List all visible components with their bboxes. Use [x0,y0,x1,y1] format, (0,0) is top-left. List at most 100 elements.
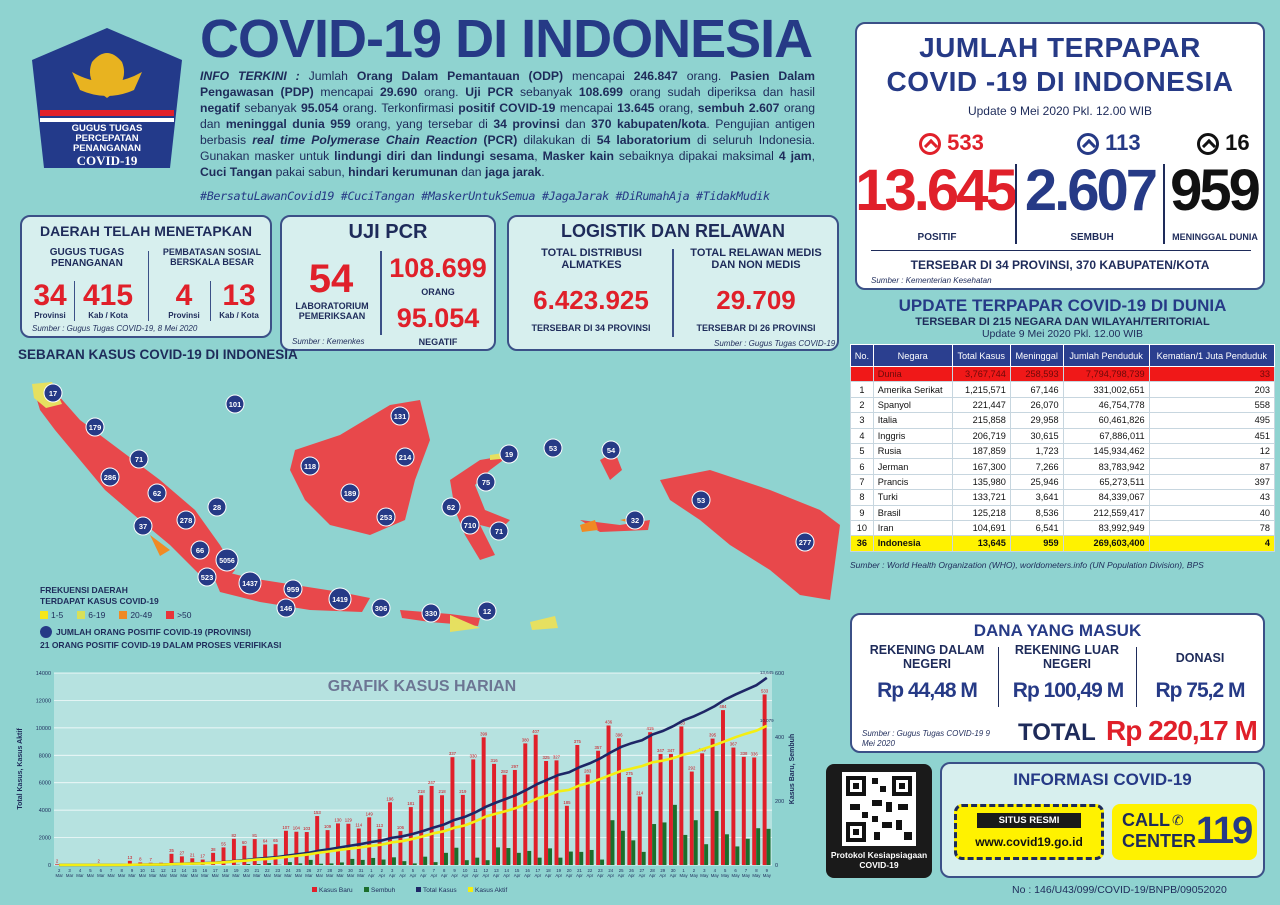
x-tick-label: 16 [525,868,530,873]
table-cell: 145,934,462 [1062,442,1150,460]
bar-sembuh [724,834,729,865]
bar-sembuh [246,864,251,865]
x-tick-label: 22 [265,868,270,873]
jumlah-panel: JUMLAH TERPAPAR COVID -19 DI INDONESIA U… [855,22,1265,290]
table-cell: 135,980 [951,473,1011,491]
table-cell: 46,754,778 [1062,396,1150,414]
bar-sembuh [537,857,542,865]
x-tick-label: May [732,873,741,878]
bar-kasus-baru [252,839,257,865]
bar-sembuh [735,846,740,865]
map-bubble [133,516,153,536]
sembuh-increase: 113 [1077,130,1141,156]
map-bubble [147,483,167,503]
psbb-kab-label: Kab / Kota [219,311,259,320]
table-cell: 451 [1148,427,1276,444]
legend-swatch [166,611,175,619]
bar-sembuh [610,820,615,865]
sembuh-value: 2.607 [1024,158,1158,223]
x-tick-label: Apr [659,873,666,878]
x-tick-label: 21 [577,868,582,873]
bar-kasus-baru [346,823,351,865]
x-tick-label: Mar [232,873,240,878]
dana-title: DANA YANG MASUK [973,621,1142,640]
legend-dot-row: JUMLAH ORANG POSITIF COVID-19 (PROVINSI) [40,626,300,638]
bar-data-label: 533 [761,688,769,693]
table-cell: 60,461,826 [1062,412,1150,429]
bar-kasus-baru [689,771,694,865]
table-cell: 206,719 [951,427,1011,444]
x-tick-label: Apr [587,873,594,878]
x-tick-label: 10 [140,868,145,873]
table-cell: 959 [1009,535,1064,552]
jumlah-title-1: JUMLAH TERPAPAR [919,32,1201,63]
map-bubble-label: 66 [196,546,204,555]
main-title: COVID-19 DI INDONESIA [200,9,813,69]
arrow-up-icon [919,133,941,156]
bar-sembuh [454,847,459,865]
meninggal-label: MENINGGAL DUNIA [1172,232,1258,242]
bar-kasus-baru [648,732,653,865]
x-tick-label: 11 [473,868,478,873]
chart-legend: Kasus Baru Sembuh Total Kasus Kasus Aktif [312,887,507,894]
map-bubble [371,598,391,618]
table-cell: 187,859 [951,442,1011,460]
x-tick-label: Apr [618,873,625,878]
daily-chart: GRAFIK KASUS HARIAN 2 2 13 8 7 35 27 21 17 38 55 82… [12,665,802,897]
x-tick-label: 28 [650,868,655,873]
bar-sembuh [631,840,636,865]
dana-donasi-value: Rp 75,2 M [1155,679,1245,702]
x-tick-label: Mar [284,873,292,878]
x-tick-label: 5 [412,868,415,873]
bar-kasus-baru [564,805,569,865]
x-tick-label: Mar [264,873,272,878]
bar-sembuh [568,851,573,865]
bar-data-label: 107 [282,825,290,830]
qr-box[interactable]: Protokol Kesiapsiagaan COVID-19 [826,764,932,878]
situs-resmi-link[interactable]: SITUS RESMI www.covid19.go.id [954,804,1104,860]
table-cell: 67,146 [1009,381,1064,398]
pcr-source: Sumber : Kemenkes [292,337,365,346]
map-bubble-label: 306 [375,604,388,613]
call-center-button[interactable]: CALL ✆ CENTER 119 [1112,804,1257,860]
map-bubble [441,497,461,517]
jumlah-source: Sumber : Kementerian Kesehatan [871,276,992,285]
y-axis-label: Total Kasus, Kasus Aktif [17,728,24,810]
situs-label: SITUS RESMI [977,813,1081,828]
x-tick-label: 23 [275,868,280,873]
arrow-up-icon [1077,133,1099,156]
map-bubble [460,515,480,535]
table-cell: 4 [1148,535,1276,552]
dana-donasi-label: DONASI [1175,651,1225,665]
x-tick-label: May [742,873,751,878]
x-tick-label: May [721,873,730,878]
bar-sembuh [256,864,261,865]
bar-data-label: 282 [501,769,509,774]
table-cell: 43 [1148,489,1276,506]
dana-panel: DANA YANG MASUK REKENING DALAM NEGERI Rp… [850,613,1265,753]
x-tick-label: Mar [118,873,126,878]
map-bubble-label: 75 [482,478,490,487]
map-bubble [543,438,563,458]
bar-data-label: 64 [263,839,268,844]
legend-label: Kasus Aktif [475,887,507,894]
map-bubble-label: 37 [139,522,147,531]
bar-data-label: 297 [511,764,519,769]
x-tick-label: Apr [597,873,604,878]
x-tick-label: Apr [524,873,531,878]
bar-data-label: 407 [532,729,540,734]
bar-data-label: 396 [615,732,623,737]
table-cell: 9 [850,504,874,521]
x-tick-label: Mar [108,873,116,878]
table-cell: 133,721 [951,489,1011,506]
daerah-panel: DAERAH TELAH MENETAPKAN GUGUS TUGAS PENA… [20,215,272,338]
bar-data-label: 433 [678,720,686,725]
jumlah-title-2: COVID -19 DI INDONESIA [886,66,1234,97]
y-tick-label: 14000 [36,671,51,677]
bar-kasus-baru [512,769,517,865]
bar-sembuh [745,838,750,865]
bar-sembuh [683,834,688,865]
gugus-label: GUGUS TUGAS PENANGANAN [49,247,125,269]
x-tick-label: 13 [494,868,499,873]
